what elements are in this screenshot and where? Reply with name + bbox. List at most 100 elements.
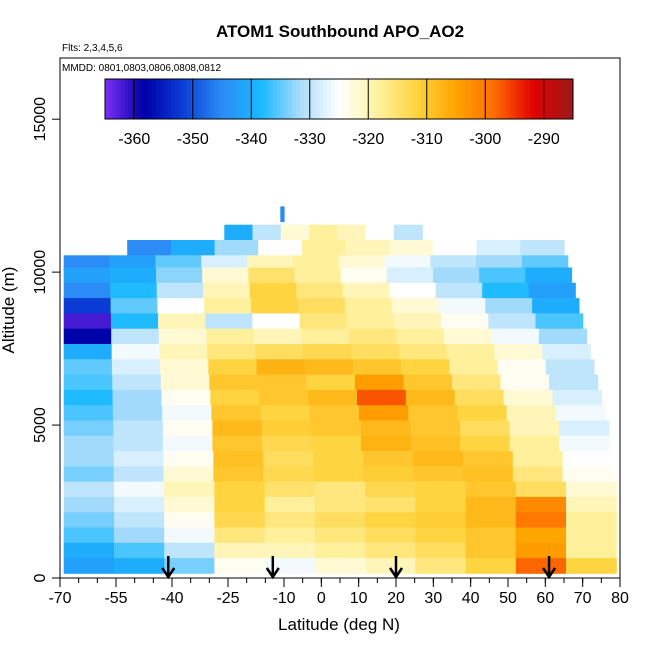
heatmap-cell <box>515 496 567 513</box>
heatmap-cell <box>500 374 550 391</box>
heatmap-cell <box>114 481 165 498</box>
heatmap-cell <box>299 313 348 330</box>
heatmap-cell <box>314 558 366 574</box>
colorbar-segment <box>342 79 348 119</box>
heatmap-cell <box>163 451 214 467</box>
y-tick-label: 5000 <box>32 407 49 443</box>
colorbar-segment <box>335 79 340 119</box>
profile-arrow-head <box>388 567 404 580</box>
heatmap-cell <box>63 344 113 360</box>
colorbar-segment <box>569 79 574 119</box>
heatmap-cell <box>361 435 412 452</box>
heatmap-cell <box>345 240 390 256</box>
colorbar-segment <box>171 79 176 119</box>
heatmap-cell <box>257 374 307 391</box>
colorbar-segment <box>276 79 281 119</box>
colorbar-segment <box>381 79 387 119</box>
colorbar-segment <box>436 79 441 119</box>
heatmap-cell <box>292 255 340 271</box>
heatmap-cell <box>63 405 114 421</box>
heatmap-cell <box>309 224 338 241</box>
colorbar-segment <box>296 79 301 119</box>
colorbar-segment <box>389 79 395 119</box>
heatmap-cell <box>112 389 163 406</box>
colorbar-segment <box>397 79 402 119</box>
heatmap-cell <box>301 328 350 345</box>
heatmap-cell <box>210 389 260 406</box>
heatmap-cell <box>384 255 431 271</box>
colorbar-segment <box>506 79 512 119</box>
heatmap-cell <box>515 558 567 574</box>
heatmap-cell <box>113 466 165 483</box>
heatmap-cell <box>213 466 264 483</box>
colorbar-tick-label: -290 <box>528 131 560 148</box>
colorbar-segment <box>303 79 309 119</box>
colorbar-segment <box>319 79 324 119</box>
colorbar-segment <box>475 79 480 119</box>
heatmap-cell <box>113 420 164 437</box>
heatmap-cell <box>156 282 204 299</box>
heatmap-cell <box>562 451 614 467</box>
heatmap-cell <box>363 466 414 483</box>
heatmap-cell <box>559 435 610 452</box>
heatmap-cell <box>314 496 366 513</box>
heatmap-cell <box>164 542 215 559</box>
heatmap-cell <box>214 481 266 498</box>
heatmap-cell <box>202 267 249 284</box>
colorbar-segment <box>120 79 125 119</box>
y-tick-label: 0 <box>32 573 49 582</box>
heatmap-cell <box>214 558 266 574</box>
heatmap-cell <box>303 344 352 360</box>
heatmap-cell <box>415 496 467 513</box>
heatmap-cell <box>566 481 617 498</box>
heatmap-cell <box>63 512 115 528</box>
heatmap-cell <box>258 240 303 256</box>
heatmap-cell <box>249 282 297 299</box>
colorbar-segment <box>229 79 235 119</box>
heatmap-cell <box>415 527 467 544</box>
heatmap-cell <box>247 255 294 271</box>
heatmap-cell <box>263 466 314 483</box>
colorbar-segment <box>393 79 398 119</box>
heatmap-cell <box>264 527 316 544</box>
colorbar-segment <box>140 79 145 119</box>
heatmap-cell <box>352 359 402 375</box>
colorbar-segment <box>370 79 375 119</box>
profile-arrows <box>161 556 557 580</box>
colorbar-segment <box>498 79 504 119</box>
heatmap-cell <box>435 282 483 299</box>
heatmap-cell <box>63 435 114 452</box>
heatmap-cell <box>365 542 416 559</box>
heatmap-cell <box>304 359 354 375</box>
heatmap-cell <box>63 558 115 574</box>
heatmap-cell <box>63 374 113 391</box>
heatmap-cell <box>214 240 259 256</box>
heatmap-cell <box>365 496 416 513</box>
heatmap-cell <box>112 374 162 391</box>
x-tick-label: 60 <box>536 590 554 607</box>
heatmap-cell <box>127 240 172 256</box>
heatmap-cell <box>535 313 584 330</box>
colorbar-segment <box>175 79 180 119</box>
heatmap-cell <box>160 374 210 391</box>
colorbar-segment <box>257 79 262 119</box>
heatmap-cell <box>365 481 416 498</box>
heatmap-cell <box>301 240 347 256</box>
heatmap-cell <box>365 558 416 574</box>
colorbar-tick-label: -360 <box>118 131 150 148</box>
heatmap-cell <box>465 558 517 574</box>
heatmap-cell <box>311 420 362 437</box>
colorbar-segment <box>167 79 172 119</box>
colorbar-segment <box>514 79 519 119</box>
heatmap-cell <box>566 527 617 544</box>
colorbar-segment <box>385 79 391 119</box>
colorbar-segment <box>553 79 558 119</box>
heatmap-cell <box>163 466 214 483</box>
heatmap-cell <box>111 359 161 375</box>
heatmap-cell <box>212 435 263 452</box>
colorbar-segment <box>284 79 289 119</box>
colorbar-segment <box>233 79 239 119</box>
heatmap-cell <box>111 328 160 345</box>
heatmap-cell <box>110 313 159 330</box>
x-axis: -70 -55 -40 -25 -10 0 10 20 30 40 50 60 70 80 <box>48 577 629 607</box>
